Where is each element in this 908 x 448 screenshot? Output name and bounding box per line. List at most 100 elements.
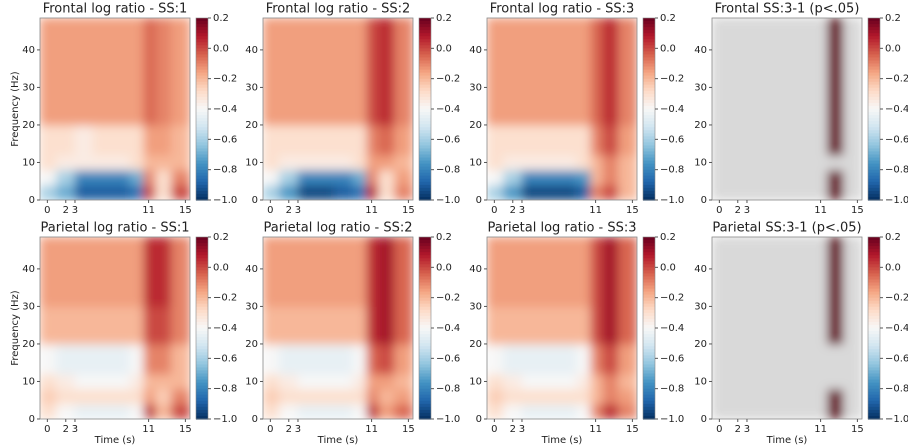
- heat-cell: [539, 343, 560, 375]
- heat-cell: [40, 154, 58, 171]
- heat-cell: [539, 403, 560, 419]
- heat-cell: [746, 305, 766, 345]
- colorbar-step: [419, 285, 431, 290]
- heat-cell: [263, 388, 281, 405]
- heat-cell: [539, 305, 560, 345]
- colorbar-step: [196, 279, 208, 284]
- heat-cell: [746, 237, 766, 307]
- colorbar-step: [419, 124, 431, 128]
- colorbar-step: [196, 160, 208, 165]
- colorbar-step: [419, 309, 431, 314]
- colorbar-step: [643, 337, 655, 341]
- colorbar-step: [643, 118, 655, 122]
- colorbar-step: [868, 163, 880, 168]
- colorbar-tick-label: −1.0: [885, 414, 908, 425]
- colorbar-step: [643, 264, 655, 268]
- heat-cell: [728, 305, 748, 345]
- colorbar-step: [196, 42, 208, 46]
- colorbar-step: [419, 352, 431, 356]
- heat-cell: [129, 305, 145, 345]
- heat-cell: [602, 237, 620, 307]
- colorbar-step: [196, 373, 208, 378]
- colorbar-step: [643, 406, 655, 411]
- heat-cell: [576, 343, 592, 375]
- y-tick-label: 0: [701, 195, 707, 206]
- heat-cell: [74, 403, 94, 419]
- y-tick-label: 30: [22, 301, 35, 312]
- colorbar-step: [419, 255, 431, 259]
- y-tick-label: 30: [694, 301, 707, 312]
- heat-cell: [352, 237, 368, 307]
- x-tick-label: 0: [491, 205, 497, 216]
- colorbar-step: [419, 90, 431, 95]
- heat-cell: [712, 169, 730, 186]
- heat-cell: [129, 169, 145, 186]
- plot-area: [487, 18, 637, 200]
- heat-cell: [297, 154, 317, 171]
- heat-cell: [815, 184, 829, 200]
- colorbar-step: [419, 193, 431, 198]
- heat-cell: [521, 86, 541, 126]
- colorbar-step: [643, 30, 655, 34]
- heat-cell: [352, 373, 368, 390]
- colorbar-step: [196, 124, 208, 128]
- colorbar-step: [868, 352, 880, 356]
- heat-cell: [315, 169, 336, 186]
- colorbar-step: [419, 42, 431, 46]
- heat-cell: [783, 18, 803, 88]
- colorbar-step: [643, 72, 655, 77]
- heat-cell: [539, 373, 560, 390]
- heat-cell: [827, 124, 845, 156]
- heat-cell: [618, 169, 637, 186]
- colorbar-step: [196, 90, 208, 95]
- heat-cell: [334, 403, 354, 419]
- colorbar-step: [643, 237, 655, 241]
- heat-cell: [74, 305, 94, 345]
- colorbar-step: [643, 285, 655, 290]
- colorbar-step: [196, 303, 208, 308]
- colorbar-step: [196, 385, 208, 390]
- colorbar-step: [196, 409, 208, 414]
- heat-cell: [618, 373, 637, 390]
- heat-cell: [334, 388, 354, 405]
- colorbar-step: [643, 409, 655, 414]
- heat-cell: [712, 124, 730, 156]
- colorbar-step: [868, 148, 880, 153]
- heat-cell: [394, 86, 413, 126]
- heat-cell: [171, 343, 190, 375]
- colorbar-step: [196, 60, 208, 65]
- heat-cell: [352, 86, 368, 126]
- heat-cell: [618, 184, 637, 200]
- colorbar-step: [868, 136, 880, 140]
- colorbar-step: [643, 145, 655, 150]
- colorbar-tick-label: −0.4: [436, 323, 460, 334]
- colorbar-tick-label: 0.2: [660, 232, 676, 243]
- colorbar-step: [643, 309, 655, 314]
- heat-cell: [263, 237, 281, 307]
- heat-cell: [92, 18, 113, 88]
- colorbar-step: [643, 288, 655, 293]
- colorbar-step: [643, 160, 655, 165]
- colorbar-step: [196, 367, 208, 372]
- heat-cell: [521, 169, 541, 186]
- colorbar-tick-label: −1.0: [660, 195, 684, 206]
- colorbar-tick-label: −0.8: [436, 384, 460, 395]
- heat-cell: [503, 403, 523, 419]
- heat-cell: [576, 305, 592, 345]
- colorbar-step: [643, 297, 655, 302]
- heat-cell: [576, 169, 592, 186]
- colorbar-step: [419, 81, 431, 86]
- y-tick-label: 10: [245, 376, 258, 387]
- heat-cell: [576, 124, 592, 156]
- heat-cell: [539, 169, 560, 186]
- colorbar-step: [643, 352, 655, 356]
- heat-cell: [843, 388, 862, 405]
- heat-cell: [728, 184, 748, 200]
- heat-cell: [297, 403, 317, 419]
- heat-cell: [92, 124, 113, 156]
- colorbar-step: [419, 273, 431, 278]
- colorbar-step: [643, 175, 655, 180]
- colorbar-step: [419, 160, 431, 165]
- colorbar-step: [868, 343, 880, 347]
- colorbar-step: [868, 288, 880, 293]
